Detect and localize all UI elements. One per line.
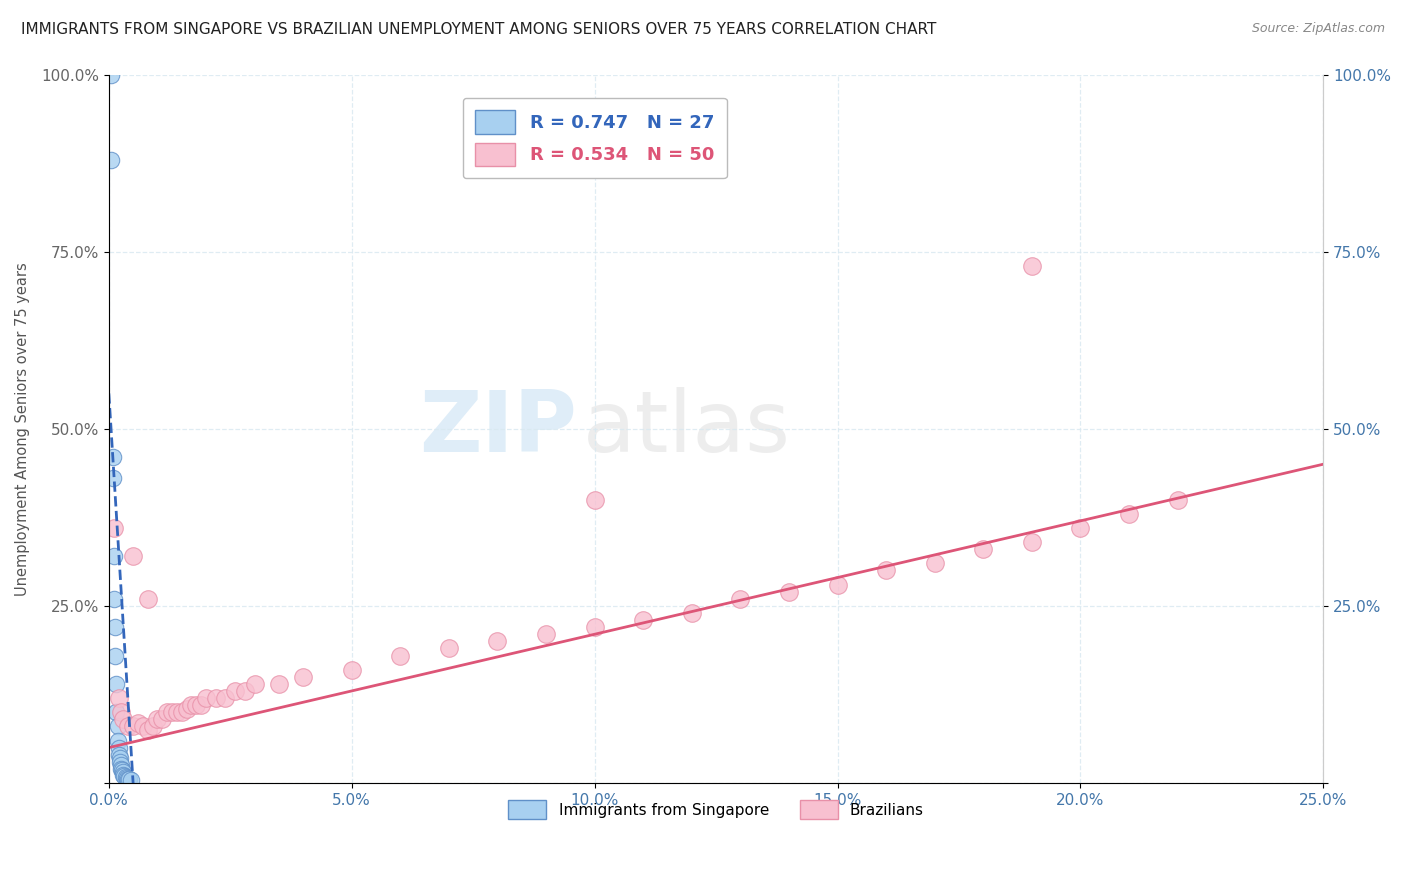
Point xyxy=(117,771,139,785)
Point xyxy=(875,564,897,578)
Point xyxy=(107,733,129,747)
Point xyxy=(118,772,141,787)
Point xyxy=(146,712,169,726)
Point xyxy=(105,677,128,691)
Point xyxy=(120,773,142,788)
Point xyxy=(340,663,363,677)
Point xyxy=(104,648,127,663)
Point xyxy=(108,755,131,769)
Point xyxy=(100,153,122,167)
Point xyxy=(103,549,125,564)
Point xyxy=(107,719,129,733)
Point xyxy=(160,705,183,719)
Point xyxy=(104,620,127,634)
Point xyxy=(122,719,145,733)
Point xyxy=(112,769,135,783)
Point xyxy=(730,591,752,606)
Point xyxy=(110,705,132,719)
Text: IMMIGRANTS FROM SINGAPORE VS BRAZILIAN UNEMPLOYMENT AMONG SENIORS OVER 75 YEARS : IMMIGRANTS FROM SINGAPORE VS BRAZILIAN U… xyxy=(21,22,936,37)
Text: ZIP: ZIP xyxy=(419,387,576,470)
Point xyxy=(1118,507,1140,521)
Point xyxy=(214,691,236,706)
Point xyxy=(107,691,129,706)
Point xyxy=(122,549,145,564)
Point xyxy=(112,767,135,781)
Point xyxy=(1069,521,1091,535)
Point xyxy=(132,719,155,733)
Point xyxy=(292,670,315,684)
Point xyxy=(389,648,412,663)
Point xyxy=(176,701,198,715)
Point xyxy=(437,641,460,656)
Text: atlas: atlas xyxy=(582,387,790,470)
Point xyxy=(534,627,557,641)
Point xyxy=(204,691,226,706)
Point xyxy=(681,606,703,620)
Point xyxy=(924,557,946,571)
Text: Source: ZipAtlas.com: Source: ZipAtlas.com xyxy=(1251,22,1385,36)
Point xyxy=(136,723,159,737)
Point xyxy=(170,705,193,719)
Point xyxy=(103,591,125,606)
Point xyxy=(127,715,149,730)
Point xyxy=(114,770,136,784)
Point xyxy=(583,492,606,507)
Point xyxy=(631,613,654,627)
Point xyxy=(100,68,122,82)
Point xyxy=(117,772,139,786)
Point xyxy=(224,684,246,698)
Point xyxy=(1021,535,1043,549)
Point xyxy=(166,705,188,719)
Point xyxy=(778,584,800,599)
Point xyxy=(105,705,128,719)
Point xyxy=(156,705,179,719)
Point xyxy=(486,634,509,648)
Point xyxy=(186,698,208,712)
Point xyxy=(142,719,165,733)
Point xyxy=(233,684,256,698)
Point xyxy=(112,712,135,726)
Point xyxy=(108,751,131,765)
Point xyxy=(583,620,606,634)
Point xyxy=(190,698,212,712)
Point xyxy=(112,765,135,780)
Point xyxy=(111,764,134,778)
Point xyxy=(107,740,129,755)
Point xyxy=(136,591,159,606)
Point xyxy=(103,521,125,535)
Point xyxy=(110,762,132,776)
Legend: Immigrants from Singapore, Brazilians: Immigrants from Singapore, Brazilians xyxy=(502,794,929,825)
Point xyxy=(1021,259,1043,273)
Point xyxy=(180,698,202,712)
Point xyxy=(110,758,132,772)
Point xyxy=(827,577,849,591)
Point xyxy=(117,719,139,733)
Y-axis label: Unemployment Among Seniors over 75 years: Unemployment Among Seniors over 75 years xyxy=(15,262,30,596)
Point xyxy=(101,471,124,485)
Point xyxy=(101,450,124,464)
Point xyxy=(195,691,218,706)
Point xyxy=(1167,492,1189,507)
Point xyxy=(243,677,266,691)
Point xyxy=(150,712,173,726)
Point xyxy=(972,542,994,557)
Point xyxy=(107,747,129,762)
Point xyxy=(267,677,290,691)
